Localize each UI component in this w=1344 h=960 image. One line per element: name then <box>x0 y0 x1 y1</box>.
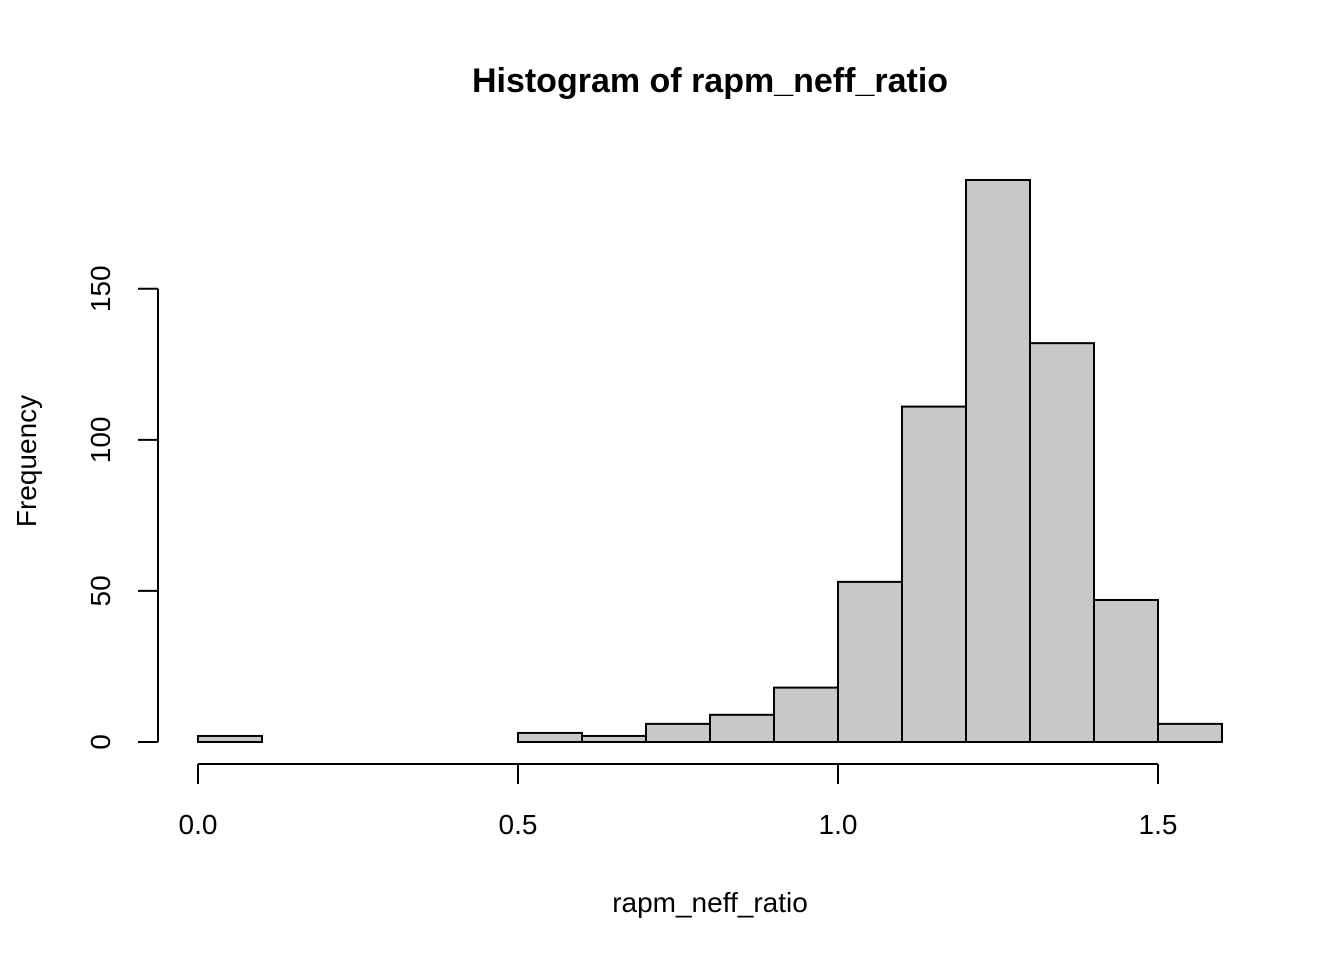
x-tick-label: 0.5 <box>499 809 538 840</box>
y-tick-label: 150 <box>85 265 116 312</box>
histogram-bar <box>709 713 775 744</box>
y-tick-label: 0 <box>85 734 116 750</box>
histogram-bar <box>197 734 263 743</box>
y-axis-label: Frequency <box>11 395 42 527</box>
histogram-bar <box>581 734 647 743</box>
chart-title: Histogram of rapm_neff_ratio <box>472 62 948 100</box>
histogram-bar <box>1093 598 1159 744</box>
y-tick-label: 50 <box>85 575 116 606</box>
x-tick-label: 0.0 <box>179 809 218 840</box>
y-axis: 0 50 100 150 <box>85 265 159 750</box>
histogram-bar <box>773 686 839 744</box>
histogram-bar <box>837 580 903 744</box>
bars-group <box>197 179 1223 744</box>
x-tick-label: 1.0 <box>819 809 858 840</box>
histogram-bar <box>901 405 967 743</box>
histogram-bar <box>965 179 1031 743</box>
histogram-bar <box>645 722 711 744</box>
histogram-bar <box>1157 722 1223 744</box>
x-axis: 0.0 0.5 1.0 1.5 <box>179 763 1178 840</box>
x-axis-label: rapm_neff_ratio <box>612 887 808 918</box>
y-tick-label: 100 <box>85 416 116 463</box>
histogram-bar <box>1029 342 1095 743</box>
histogram-bar <box>517 731 583 744</box>
x-tick-label: 1.5 <box>1139 809 1178 840</box>
